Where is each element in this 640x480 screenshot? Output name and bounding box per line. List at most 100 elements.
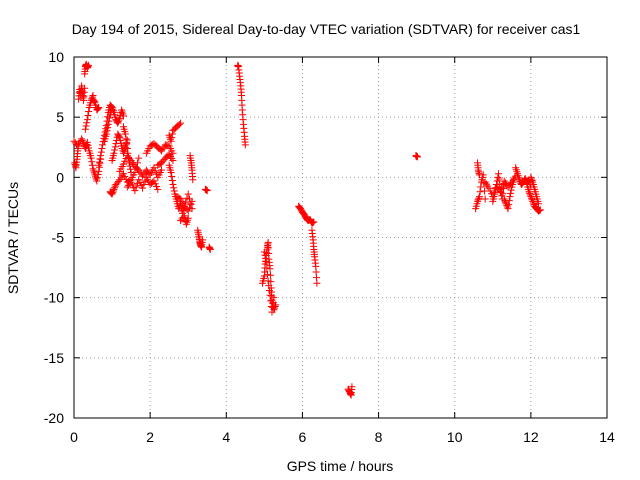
data-point: [176, 201, 184, 209]
data-point: [474, 197, 482, 205]
data-point: [106, 114, 114, 122]
data-point: [475, 171, 483, 179]
data-point: [270, 294, 278, 302]
data-point: [526, 189, 534, 197]
data-point: [348, 383, 356, 391]
y-tick-label: 10: [48, 49, 64, 65]
y-tick-label: 5: [56, 109, 64, 125]
data-point: [203, 187, 211, 195]
data-point: [175, 120, 183, 128]
data-point: [177, 119, 185, 127]
data-point: [123, 140, 131, 148]
data-point: [265, 282, 273, 290]
data-point: [268, 308, 276, 316]
data-point: [534, 200, 542, 208]
x-tick-label: 2: [146, 429, 154, 445]
data-point: [496, 185, 504, 193]
data-point: [476, 188, 484, 196]
y-tick-label: -20: [44, 410, 64, 426]
data-point: [108, 104, 116, 112]
x-tick-label: 8: [375, 429, 383, 445]
x-tick-label: 10: [447, 429, 463, 445]
data-point: [168, 177, 176, 185]
data-point: [263, 264, 271, 272]
data-point: [108, 190, 116, 198]
data-point: [131, 187, 139, 195]
axis-ticks: 0 2 4 6 8 10 12 14 -20 -15 -10 -5 0 5 10: [44, 49, 615, 445]
data-point: [267, 302, 275, 310]
data-point: [491, 190, 499, 198]
data-point: [167, 137, 175, 145]
data-point: [170, 184, 178, 192]
data-point: [158, 166, 166, 174]
data-point: [184, 207, 192, 215]
data-point: [95, 167, 103, 175]
plot-frame: [73, 56, 608, 419]
data-point: [266, 271, 274, 279]
data-point: [82, 122, 90, 130]
data-point: [206, 246, 214, 254]
data-point: [109, 105, 117, 113]
data-point: [168, 173, 176, 181]
data-point: [262, 254, 270, 262]
data-point: [75, 140, 83, 148]
data-point: [536, 206, 544, 214]
data-point: [81, 125, 89, 133]
data-point: [114, 118, 122, 126]
data-point: [261, 251, 269, 259]
data-point: [115, 116, 123, 124]
data-point: [496, 180, 504, 188]
y-tick-label: -10: [44, 290, 64, 306]
data-point: [527, 173, 535, 181]
data-point: [111, 143, 119, 151]
data-point: [264, 277, 272, 285]
data-point: [495, 175, 503, 183]
data-point: [241, 141, 249, 149]
data-point: [260, 248, 268, 256]
data-point: [491, 187, 499, 195]
data-point: [189, 176, 197, 184]
data-point: [185, 195, 193, 203]
data-point: [94, 171, 102, 179]
data-point: [529, 199, 537, 207]
data-point: [105, 117, 113, 125]
y-axis-label: SDTVAR / TECUs: [5, 182, 21, 294]
data-point: [266, 265, 274, 273]
data-point: [83, 119, 91, 127]
data-point: [109, 187, 117, 195]
data-point: [95, 104, 103, 112]
data-point: [122, 135, 130, 143]
grid-lines: [74, 57, 607, 418]
y-tick-label: -5: [52, 230, 65, 246]
data-points: [70, 60, 544, 399]
chart-title: Day 194 of 2015, Sidereal Day-to-day VTE…: [72, 21, 581, 37]
data-point: [97, 148, 105, 156]
data-point: [477, 183, 485, 191]
data-point: [500, 179, 508, 187]
data-point: [264, 270, 272, 278]
data-point: [170, 187, 178, 195]
data-point: [115, 132, 123, 140]
y-tick-label: -15: [44, 350, 64, 366]
data-point: [167, 169, 175, 177]
data-point: [93, 105, 101, 113]
data-point: [93, 174, 101, 182]
data-point: [111, 182, 119, 190]
data-point: [87, 154, 95, 162]
data-point: [126, 165, 134, 173]
data-point: [97, 152, 105, 160]
data-point: [114, 177, 122, 185]
data-point: [310, 218, 318, 226]
data-point: [83, 116, 91, 124]
data-point: [104, 120, 112, 128]
data-point: [506, 193, 514, 201]
data-point: [525, 188, 533, 196]
data-point: [93, 177, 101, 185]
data-point: [262, 258, 270, 266]
data-point: [81, 84, 89, 92]
data-point: [102, 130, 110, 138]
data-point: [475, 194, 483, 202]
data-point: [475, 193, 483, 201]
data-point: [135, 154, 143, 162]
data-point: [266, 291, 274, 299]
